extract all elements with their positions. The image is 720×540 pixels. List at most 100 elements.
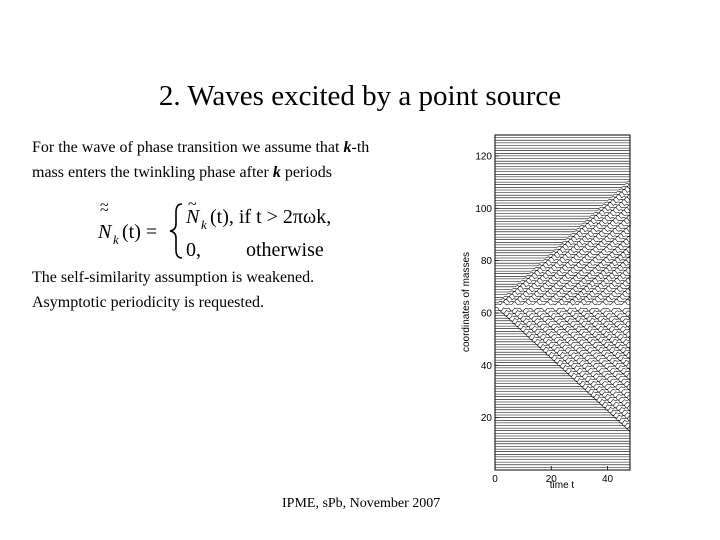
intro-paragraph: For the wave of phase transition we assu… [32, 135, 432, 185]
mass-trajectory [495, 427, 631, 432]
mass-trajectory [495, 261, 631, 267]
mass-trajectory [495, 367, 631, 372]
mass-trajectory [495, 328, 631, 333]
mass-trajectory [495, 196, 631, 201]
mass-trajectory [495, 207, 631, 212]
mass-trajectory [495, 357, 631, 362]
mass-trajectory [495, 422, 631, 427]
mass-trajectory [495, 399, 631, 404]
formula-case2-value: 0, [186, 239, 201, 261]
mass-trajectory [495, 344, 631, 349]
page-title: 2. Waves excited by a point source [158, 80, 562, 112]
x-tick-label: 0 [492, 474, 498, 485]
mass-trajectory [495, 267, 631, 272]
mass-trajectory [495, 222, 631, 227]
mass-trajectory [495, 336, 631, 341]
y-tick-label: 80 [481, 256, 493, 267]
mass-trajectory [495, 401, 631, 406]
y-tick-label: 20 [481, 413, 493, 424]
mass-trajectory [495, 351, 631, 357]
mass-trajectory [495, 362, 631, 367]
mass-trajectory [495, 391, 630, 396]
conclusion-line-2: Asymptotic periodicity is requested. [32, 294, 264, 311]
y-tick-label: 60 [481, 308, 493, 319]
piecewise-formula: ~ ~ N k (t) = ~ N k (t), if t > 2πωk, 0,… [97, 196, 331, 261]
formula-case1-condition: (t), if t > 2πωk, [210, 206, 331, 228]
mass-trajectory [495, 235, 631, 240]
mass-trajectory [495, 269, 631, 275]
mass-trajectory [495, 293, 631, 298]
mass-trajectory [495, 275, 631, 280]
mass-trajectory [495, 225, 631, 230]
formula-lhs-subscript: k [113, 232, 119, 247]
mass-trajectory [495, 243, 631, 248]
svg-text:~: ~ [100, 197, 109, 214]
mass-trajectory [495, 214, 631, 220]
mass-trajectory [495, 183, 631, 188]
mass-trajectory [495, 333, 631, 338]
mass-trajectory [495, 217, 631, 222]
mass-trajectory [495, 188, 631, 193]
mass-trajectory [495, 254, 631, 259]
conclusion-paragraph: The self-similarity assumption is weaken… [32, 265, 432, 315]
x-tick-label: 20 [546, 474, 558, 485]
mass-trajectory [495, 315, 631, 320]
mass-trajectory [495, 323, 631, 328]
mass-trajectory [495, 290, 631, 295]
mass-trajectory [495, 406, 631, 412]
mass-trajectory [495, 233, 631, 238]
mass-trajectory [495, 193, 631, 199]
mass-trajectory [495, 180, 631, 183]
mass-trajectory [495, 280, 631, 285]
formula-case2-condition: otherwise [246, 239, 324, 261]
mass-trajectory [495, 417, 631, 422]
mass-trajectory [495, 285, 631, 290]
mass-trajectory [495, 204, 631, 209]
mass-trajectory [495, 248, 631, 254]
mass-trajectory [495, 191, 631, 196]
mass-trajectory [495, 238, 631, 243]
mass-trajectory [495, 220, 630, 225]
mass-trajectory [495, 396, 631, 401]
mass-trajectory [495, 230, 631, 235]
mass-trajectory [495, 341, 631, 346]
mass-trajectory [495, 419, 631, 425]
intro-line-2: mass enters the twinkling phase after k … [32, 164, 332, 181]
mass-trajectory [494, 301, 631, 306]
formula-case1-symbol: N [185, 206, 201, 228]
conclusion-line-1: The self-similarity assumption is weaken… [32, 269, 315, 286]
mass-trajectory [495, 264, 631, 269]
mass-trajectory [495, 359, 631, 364]
mass-trajectory [495, 282, 631, 288]
mass-trajectory [495, 425, 631, 430]
mass-trajectory [495, 349, 631, 354]
svg-text:~: ~ [188, 196, 197, 213]
mass-trajectory [495, 272, 631, 277]
mass-trajectory [495, 380, 631, 385]
mass-trajectory [495, 241, 631, 246]
mass-trajectory [495, 331, 631, 336]
mass-trajectory [495, 320, 631, 325]
mass-trajectory [495, 383, 631, 388]
mass-trajectory [495, 325, 631, 330]
mass-trajectory [495, 201, 631, 206]
mass-trajectory [495, 288, 631, 293]
mass-trajectory [495, 251, 631, 256]
formula-lhs-argument: (t) = [122, 221, 157, 243]
mass-trajectory [495, 385, 631, 391]
y-tick-label: 120 [475, 151, 492, 162]
mass-trajectory [495, 209, 630, 214]
y-axis-label: coordinates of masses [461, 252, 472, 352]
mass-trajectory [495, 277, 631, 282]
formula-case1-subscript: k [201, 217, 207, 232]
mass-trajectory [495, 372, 631, 378]
x-tick-label: 40 [602, 474, 614, 485]
x-axis-label: time t [550, 480, 575, 491]
mass-trajectory [495, 370, 631, 375]
mass-trajectory [495, 414, 631, 419]
mass-trajectory [495, 338, 631, 344]
plot-frame [494, 134, 631, 471]
mass-trajectory [495, 186, 631, 191]
mass-trajectory [495, 375, 631, 380]
mass-trajectory [495, 259, 631, 264]
